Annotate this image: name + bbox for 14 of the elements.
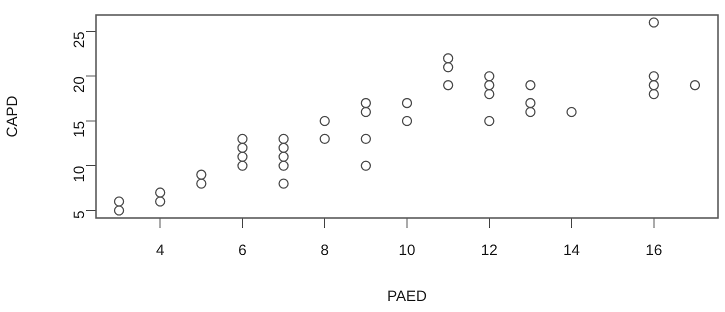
x-tick-label: 4 xyxy=(156,242,164,260)
y-tick-label: 25 xyxy=(71,31,88,48)
y-tick-label: 15 xyxy=(71,120,88,138)
x-tick-label: 14 xyxy=(563,242,580,260)
y-tick-label: 20 xyxy=(71,76,88,93)
x-axis-title: PAED xyxy=(387,288,428,306)
x-tick-label: 6 xyxy=(238,242,247,260)
x-tick-label: 16 xyxy=(645,242,662,260)
y-tick-label: 10 xyxy=(71,166,88,182)
y-tick-label: 5 xyxy=(71,210,88,219)
y-axis-title: CAPD xyxy=(4,96,22,138)
x-tick-label: 10 xyxy=(398,242,416,260)
x-tick-label: 8 xyxy=(320,242,329,260)
x-tick-label: 12 xyxy=(480,242,498,260)
